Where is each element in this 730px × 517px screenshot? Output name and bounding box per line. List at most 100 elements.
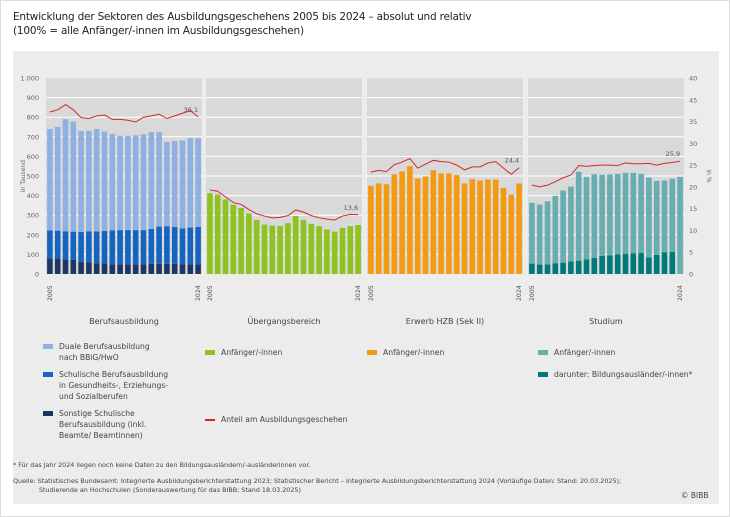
legend-swatch — [538, 350, 548, 355]
bar-bildungsauslaender — [575, 260, 582, 274]
left-axis-tick-label: 100 — [27, 251, 39, 259]
legend-schulisch: Schulische Berufsausbildung in Gesundhei… — [43, 369, 169, 402]
bar-duale — [187, 138, 194, 228]
bar-hzb — [446, 173, 452, 274]
bar-schulisch — [187, 227, 194, 265]
bar-duale — [132, 135, 139, 231]
legend-bildungsauslaender: darunter: Bildungsausländer/-innen* — [538, 369, 692, 380]
share-last-label: 36,1 — [184, 106, 198, 114]
bar-sonstige — [164, 263, 170, 274]
bar-studium — [568, 186, 574, 262]
bar-hzb — [430, 170, 437, 274]
bar-uebergang — [214, 194, 221, 274]
bar-bildungsauslaender — [614, 254, 621, 274]
bar-duale — [93, 128, 100, 232]
right-axis-tick-label: 30 — [689, 140, 697, 148]
panel-title-uebergangsbereich: Übergangsbereich — [247, 317, 321, 326]
bar-schulisch — [148, 228, 155, 264]
right-axis-tick-label: 40 — [689, 75, 697, 83]
bar-schulisch — [78, 231, 84, 262]
legend-swatch — [205, 350, 215, 355]
x-tick-label-last: 2024 — [516, 285, 523, 301]
share-last-label: 24,4 — [505, 157, 519, 165]
right-axis-tick-label: 0 — [689, 271, 693, 279]
left-axis-label: in Tausend — [20, 160, 27, 192]
title-line-2: (100% = alle Anfänger/-innen im Ausbildu… — [13, 25, 304, 37]
legend-hzb: Anfänger/-innen — [367, 347, 444, 358]
bar-hzb — [508, 194, 515, 274]
bar-schulisch — [179, 228, 186, 265]
bar-schulisch — [156, 226, 162, 264]
x-tick-label-first: 2005 — [529, 285, 536, 301]
bar-studium — [614, 173, 621, 255]
bar-schulisch — [125, 230, 131, 265]
bar-schulisch — [86, 231, 92, 263]
bar-bildungsauslaender — [630, 253, 637, 274]
bar-hzb — [516, 183, 522, 274]
footnote: * Für das Jahr 2024 liegen noch keine Da… — [13, 461, 311, 469]
bar-hzb — [407, 166, 413, 274]
bar-sonstige — [187, 264, 194, 274]
bar-duale — [62, 119, 69, 232]
right-axis-label: in % — [705, 169, 712, 182]
left-axis-tick-label: 700 — [27, 133, 39, 141]
bar-sonstige — [70, 259, 77, 274]
bar-schulisch — [171, 226, 178, 264]
bar-duale — [117, 135, 123, 231]
bar-hzb — [414, 178, 421, 274]
bar-bildungsauslaender — [622, 254, 629, 274]
bar-duale — [195, 138, 201, 227]
bar-duale — [54, 127, 61, 231]
bar-sonstige — [78, 261, 84, 274]
bar-sonstige — [140, 264, 147, 274]
bar-studium — [622, 172, 629, 255]
bar-uebergang — [230, 204, 237, 274]
bar-duale — [125, 135, 131, 231]
bar-uebergang — [277, 225, 283, 274]
bar-sonstige — [117, 264, 123, 274]
x-tick-label-first: 2005 — [47, 285, 54, 301]
bar-duale — [156, 132, 162, 227]
bar-schulisch — [54, 230, 61, 259]
bar-uebergang — [285, 223, 291, 274]
bar-hzb — [453, 175, 460, 274]
bar-studium — [677, 176, 683, 274]
bar-duale — [70, 121, 77, 232]
legend-swatch — [538, 372, 548, 377]
bar-uebergang — [238, 207, 244, 274]
bar-bildungsauslaender — [552, 263, 559, 274]
bar-bildungsauslaender — [607, 255, 613, 274]
bar-schulisch — [62, 231, 69, 260]
bar-bildungsauslaender — [568, 261, 574, 274]
bar-hzb — [492, 179, 499, 274]
bar-studium — [669, 178, 676, 253]
bar-duale — [86, 130, 92, 232]
bar-studium — [560, 190, 566, 263]
bar-duale — [171, 141, 178, 227]
bar-schulisch — [195, 226, 201, 265]
panel-title-studium: Studium — [589, 317, 623, 326]
right-axis-tick-label: 15 — [689, 205, 697, 213]
bar-sonstige — [47, 258, 53, 274]
bar-studium — [607, 174, 613, 256]
source-line-2: Studierende an Hochschulen (Sonderauswer… — [39, 486, 301, 494]
bar-schulisch — [132, 230, 139, 265]
bar-sonstige — [148, 263, 155, 274]
right-axis-tick-label: 25 — [689, 162, 697, 170]
legend-swatch — [43, 344, 53, 349]
bar-hzb — [368, 185, 374, 274]
x-tick-label-last: 2024 — [677, 285, 684, 301]
bar-bildungsauslaender — [599, 255, 605, 274]
bar-bildungsauslaender — [669, 252, 676, 274]
bar-studium — [544, 201, 551, 265]
bar-uebergang — [253, 219, 260, 274]
bar-studium — [591, 174, 598, 258]
bar-uebergang — [222, 199, 229, 274]
share-last-label: 25,9 — [666, 150, 680, 158]
bar-duale — [148, 132, 155, 229]
x-tick-label-first: 2005 — [368, 285, 375, 301]
bar-uebergang — [292, 215, 299, 274]
legend-line-swatch — [205, 419, 215, 421]
